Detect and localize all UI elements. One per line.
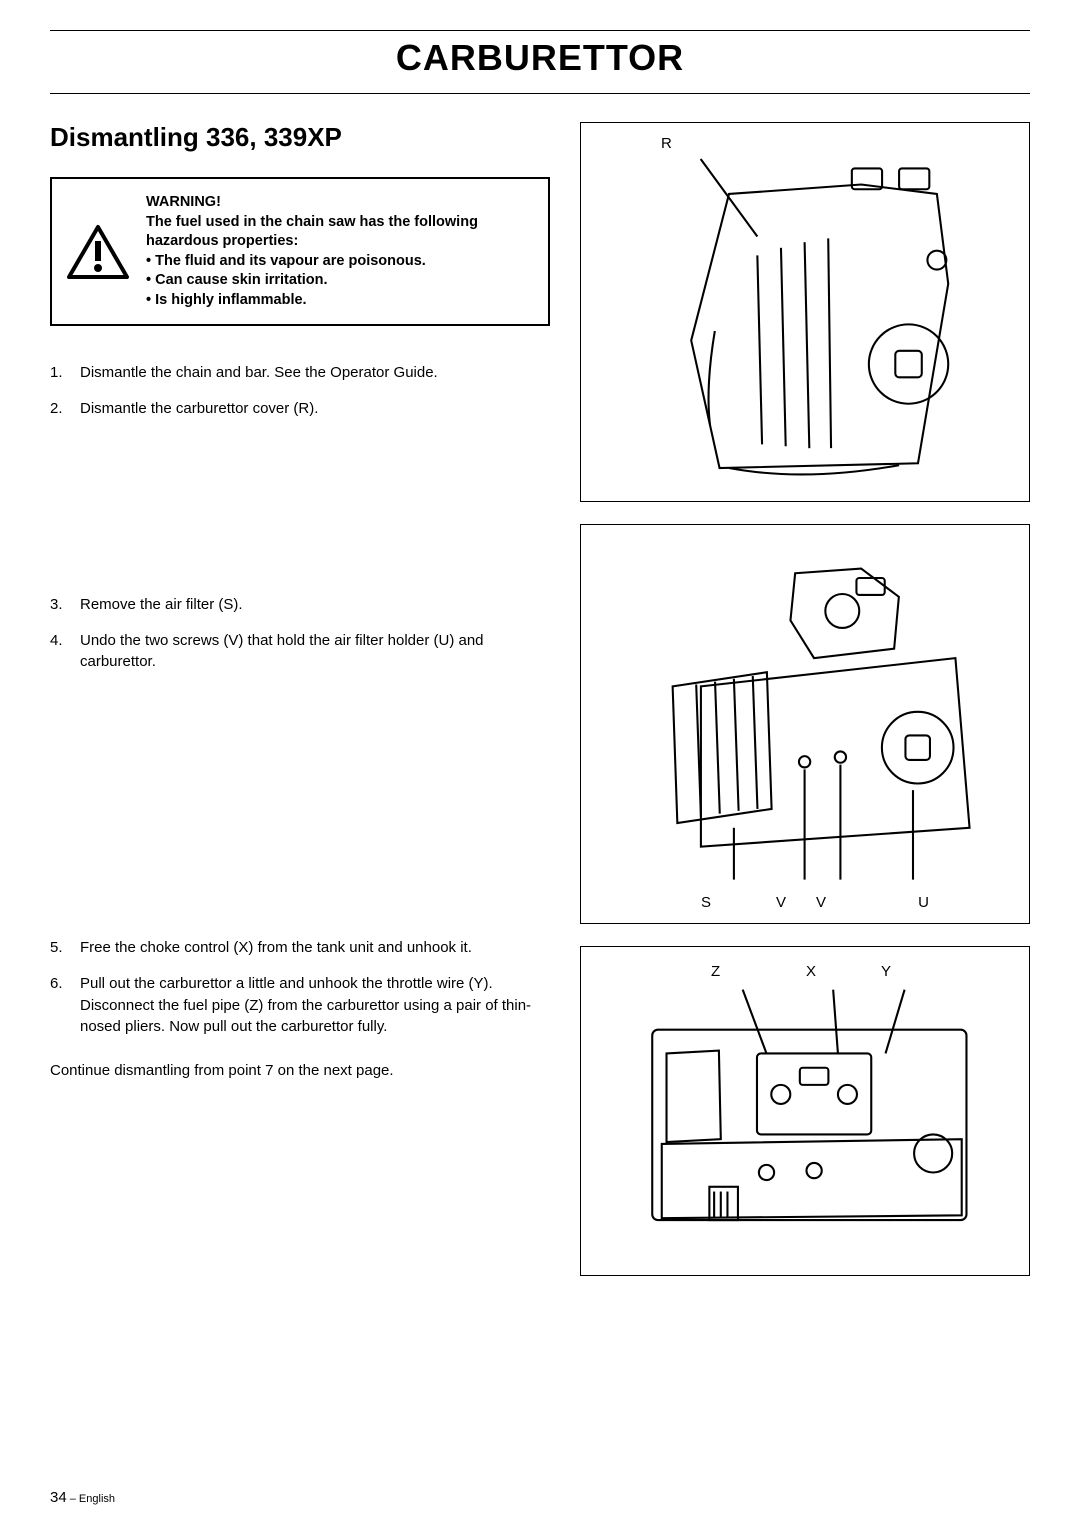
- warning-box: WARNING! The fuel used in the chain saw …: [50, 177, 550, 326]
- right-column: R: [580, 122, 1030, 1276]
- warning-text: WARNING! The fuel used in the chain saw …: [146, 193, 530, 310]
- continue-note: Continue dismantling from point 7 on the…: [50, 1062, 550, 1079]
- fig3-label-y: Y: [881, 963, 891, 980]
- steps-group-a: 1.Dismantle the chain and bar. See the O…: [50, 362, 550, 420]
- fig3-label-z: Z: [711, 963, 720, 980]
- fig2-label-v1: V: [776, 894, 786, 911]
- step-item: 3.Remove the air filter (S).: [50, 594, 550, 616]
- content-columns: Dismantling 336, 339XP WARNING! The fuel…: [50, 122, 1030, 1276]
- title-underline: [50, 93, 1030, 94]
- warning-icon: [66, 193, 130, 310]
- figure-2: S V V U: [580, 524, 1030, 924]
- warning-heading: WARNING!: [146, 193, 530, 213]
- figure-1-svg: [603, 142, 1006, 482]
- figure-1: R: [580, 122, 1030, 502]
- fig2-label-v2: V: [816, 894, 826, 911]
- step-item: 2.Dismantle the carburettor cover (R).: [50, 398, 550, 420]
- fig3-label-x: X: [806, 963, 816, 980]
- figure-3-svg: [603, 963, 1006, 1258]
- page-number: 34: [50, 1489, 67, 1506]
- steps-group-b: 3.Remove the air filter (S). 4.Undo the …: [50, 594, 550, 673]
- figure-3: Z X Y: [580, 946, 1030, 1276]
- step-item: 5.Free the choke control (X) from the ta…: [50, 937, 550, 959]
- fig2-label-u: U: [918, 894, 929, 911]
- footer-lang: English: [79, 1493, 115, 1505]
- left-column: Dismantling 336, 339XP WARNING! The fuel…: [50, 122, 550, 1276]
- warning-bullet: • Is highly inflammable.: [146, 291, 530, 311]
- step-item: 1.Dismantle the chain and bar. See the O…: [50, 362, 550, 384]
- step-item: 6.Pull out the carburettor a little and …: [50, 973, 550, 1038]
- chapter-title: CARBURETTOR: [50, 37, 1030, 79]
- top-rule: [50, 30, 1030, 31]
- warning-intro: The fuel used in the chain saw has the f…: [146, 213, 530, 252]
- fig1-label-r: R: [661, 135, 672, 152]
- warning-bullet: • The fluid and its vapour are poisonous…: [146, 252, 530, 272]
- page-footer: 34 – English: [50, 1489, 115, 1506]
- warning-bullet: • Can cause skin irritation.: [146, 271, 530, 291]
- steps-group-c: 5.Free the choke control (X) from the ta…: [50, 937, 550, 1038]
- section-title: Dismantling 336, 339XP: [50, 122, 550, 153]
- figure-2-svg: [603, 545, 1006, 903]
- fig2-label-s: S: [701, 894, 711, 911]
- step-item: 4.Undo the two screws (V) that hold the …: [50, 630, 550, 674]
- footer-sep: –: [67, 1493, 79, 1505]
